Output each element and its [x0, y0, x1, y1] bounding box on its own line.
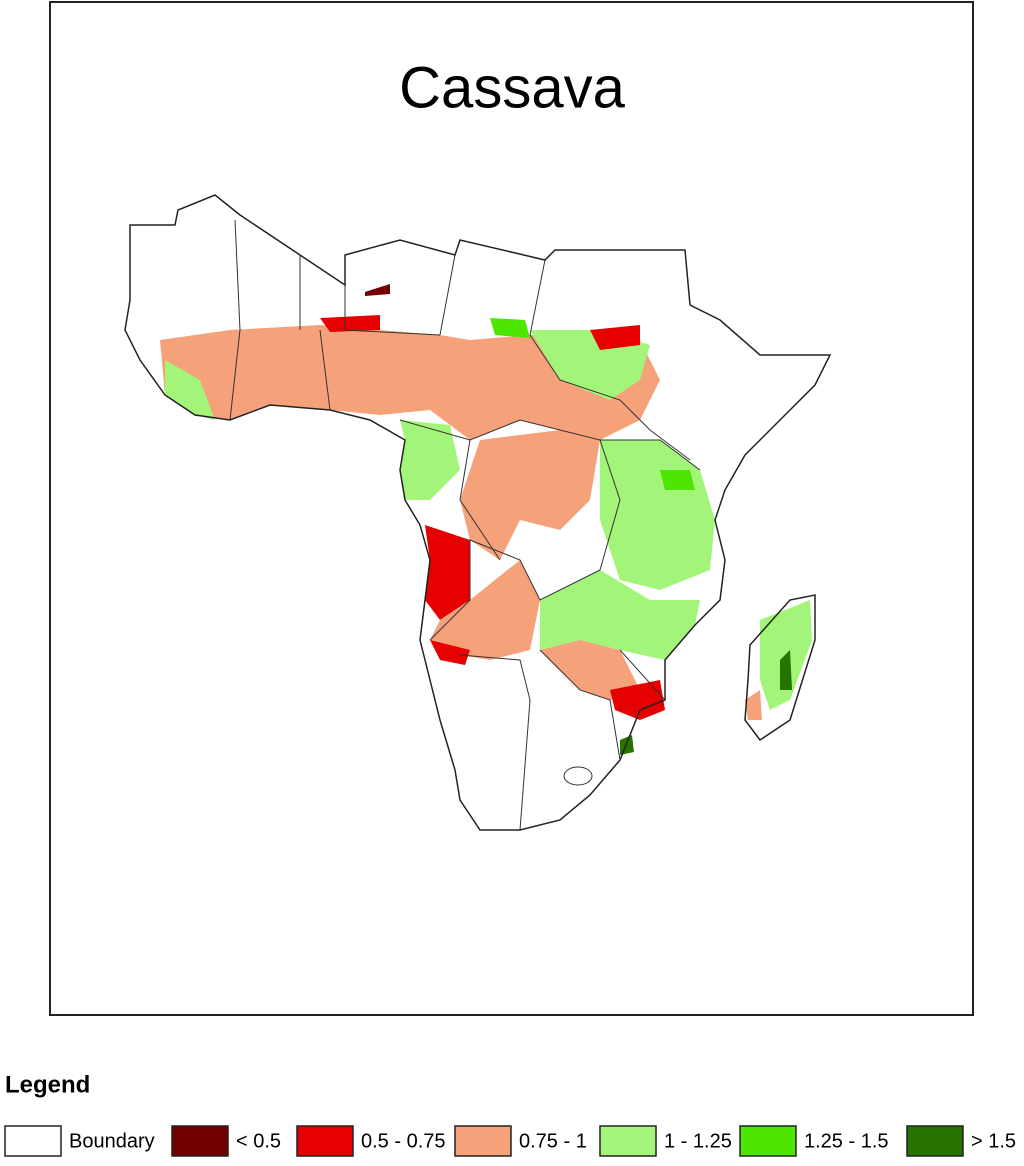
outlines — [124, 194, 832, 831]
legend-label: 1 - 1.25 — [664, 1130, 732, 1152]
yield-patch — [400, 420, 460, 500]
yield-patch — [610, 680, 665, 720]
legend-label: 0.5 - 0.75 — [361, 1130, 446, 1152]
yield-patch — [590, 325, 640, 350]
legend-label: Boundary — [69, 1130, 155, 1152]
legend: Boundary < 0.5 0.5 - 0.75 0.75 - 1 1 - 1.25 1… — [4, 1125, 1016, 1157]
yield-patch — [540, 570, 700, 660]
legend-swatch — [296, 1125, 354, 1157]
yield-patch — [540, 640, 640, 700]
yield-patch — [320, 315, 380, 332]
yield-patch — [745, 690, 762, 720]
legend-swatch — [4, 1125, 62, 1157]
map-title: Cassava — [399, 55, 625, 120]
yield-patch — [430, 640, 470, 665]
yield-patch — [460, 430, 600, 560]
yield-patch — [490, 318, 530, 338]
legend-label: 1.25 - 1.5 — [804, 1130, 889, 1152]
legend-label: < 0.5 — [236, 1130, 281, 1152]
legend-swatch — [454, 1125, 512, 1157]
yield-patch — [365, 284, 390, 296]
legend-label: 0.75 - 1 — [519, 1130, 587, 1152]
yield-patch — [160, 325, 660, 440]
yield-patch — [660, 470, 695, 490]
legend-title: Legend — [5, 1071, 90, 1098]
legend-swatch — [171, 1125, 229, 1157]
legend-swatch — [599, 1125, 657, 1157]
lesotho — [563, 766, 593, 786]
yield-patch — [430, 560, 540, 660]
borders — [229, 219, 701, 831]
legend-label: > 1.5 — [971, 1130, 1016, 1152]
yield-patch — [780, 650, 792, 690]
yield-patch — [165, 360, 215, 420]
yield-patches — [160, 284, 812, 755]
legend-swatch — [906, 1125, 964, 1157]
legend-swatch — [739, 1125, 797, 1157]
yield-patch — [425, 525, 470, 620]
